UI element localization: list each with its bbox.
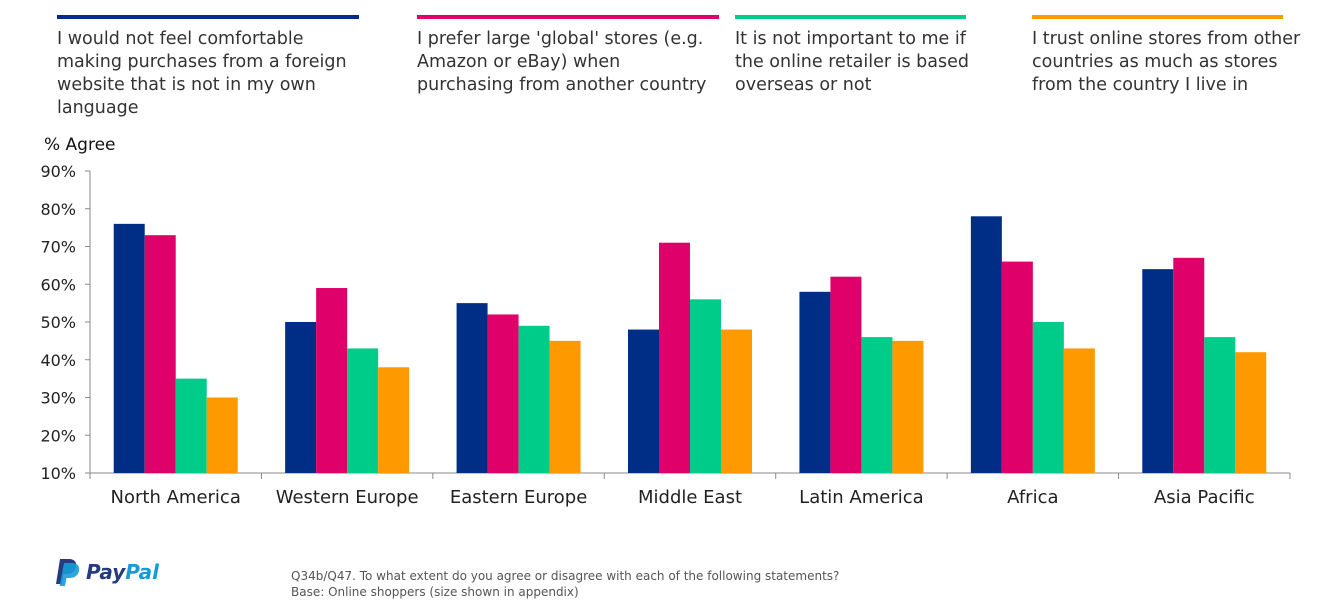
x-category-label: North America xyxy=(111,487,241,508)
bar-africa-series-4 xyxy=(1063,348,1095,473)
bar-north-america-series-2 xyxy=(144,235,176,473)
bar-chart: 10% 20% 30% 40% 50% 60% 70% 80% 90% North America… xyxy=(40,162,1291,508)
y-tick-label: 40% xyxy=(40,351,76,370)
bar-north-america-series-1 xyxy=(113,223,145,473)
bar-eastern-europe-series-4 xyxy=(549,340,581,473)
bar-middle-east-series-4 xyxy=(721,329,752,473)
x-category-label: Asia Pacific xyxy=(1154,487,1255,508)
bar-north-america-series-4 xyxy=(206,397,238,473)
legend-color-bar xyxy=(57,15,359,19)
y-tick-label: 20% xyxy=(40,426,76,445)
bar-africa-series-2 xyxy=(1001,261,1033,473)
y-tick-label: 80% xyxy=(40,200,76,219)
legend-color-bar xyxy=(735,15,966,19)
legend-item-global-stores: I prefer large 'global' stores (e.g. Ama… xyxy=(417,15,719,97)
legend-label: I prefer large 'global' stores (e.g. Ama… xyxy=(417,29,707,95)
bar-middle-east-series-3 xyxy=(690,299,721,473)
bar-north-america-series-3 xyxy=(175,378,207,473)
bar-eastern-europe-series-2 xyxy=(487,314,519,473)
x-category-label: Middle East xyxy=(638,487,742,508)
y-tick-label: 60% xyxy=(40,275,76,294)
footnote-base: Base: Online shoppers (size shown in app… xyxy=(291,585,579,599)
bar-asia-pacific-series-1 xyxy=(1142,269,1174,473)
legend-item-language: I would not feel comfortable making purc… xyxy=(57,15,359,120)
bar-western-europe-series-2 xyxy=(316,288,348,473)
paypal-wordmark: PayPal xyxy=(86,560,160,584)
bar-latin-america-series-2 xyxy=(830,276,862,473)
bar-middle-east-series-1 xyxy=(628,329,659,473)
legend-label: I trust online stores from other countri… xyxy=(1032,29,1301,95)
y-tick-label: 90% xyxy=(40,162,76,181)
bar-western-europe-series-4 xyxy=(378,367,410,473)
bar-western-europe-series-1 xyxy=(285,322,317,473)
bar-eastern-europe-series-1 xyxy=(456,303,488,473)
y-tick-label: 10% xyxy=(40,464,76,483)
bar-asia-pacific-series-4 xyxy=(1235,352,1267,473)
bar-asia-pacific-series-2 xyxy=(1173,257,1205,473)
x-category-label: Africa xyxy=(1007,487,1058,508)
legend-label: I would not feel comfortable making purc… xyxy=(57,29,347,118)
bar-africa-series-1 xyxy=(970,216,1002,474)
bar-latin-america-series-1 xyxy=(799,291,831,473)
legend-item-overseas: It is not important to me if the online … xyxy=(735,15,985,97)
bar-middle-east-series-2 xyxy=(659,242,690,473)
chart-legend: I would not feel comfortable making purc… xyxy=(0,15,1333,125)
bar-western-europe-series-3 xyxy=(347,348,379,473)
bar-asia-pacific-series-3 xyxy=(1204,337,1236,473)
y-tick-label: 50% xyxy=(40,313,76,332)
legend-label: It is not important to me if the online … xyxy=(735,29,970,95)
x-category-label: Latin America xyxy=(799,487,924,508)
legend-color-bar xyxy=(1032,15,1283,19)
legend-color-bar xyxy=(417,15,719,19)
bar-latin-america-series-3 xyxy=(861,337,893,473)
paypal-logo-icon xyxy=(56,559,80,586)
x-category-label: Eastern Europe xyxy=(450,487,587,508)
y-tick-label: 30% xyxy=(40,389,76,408)
bar-latin-america-series-4 xyxy=(892,340,924,473)
footnote-question: Q34b/Q47. To what extent do you agree or… xyxy=(291,569,840,583)
footnote: Q34b/Q47. To what extent do you agree or… xyxy=(291,568,839,600)
bar-africa-series-3 xyxy=(1032,322,1064,473)
y-axis-title: % Agree xyxy=(44,135,116,155)
bar-eastern-europe-series-3 xyxy=(518,325,550,473)
y-tick-label: 70% xyxy=(40,238,76,257)
x-category-label: Western Europe xyxy=(276,487,419,508)
legend-item-trust: I trust online stores from other countri… xyxy=(1032,15,1302,97)
